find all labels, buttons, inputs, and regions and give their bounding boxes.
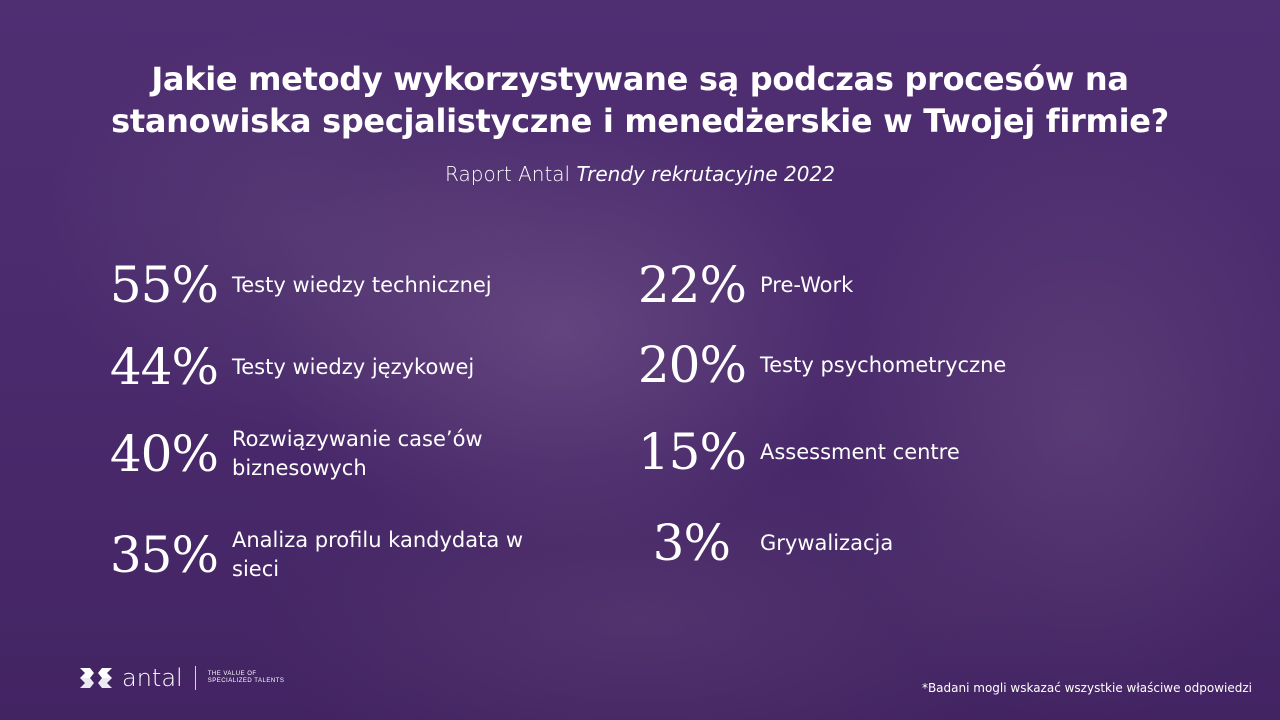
stat-label: Testy wiedzy językowej xyxy=(232,354,475,379)
logo-wordmark: antal xyxy=(122,664,183,692)
stat-label: Grywalizacja xyxy=(760,530,894,555)
stat-label: Analiza profilu kandydata w sieci xyxy=(232,528,524,581)
subtitle-italic: Trendy rekrutacyjne 2022 xyxy=(576,162,835,186)
antal-mark-icon xyxy=(80,668,112,688)
stat-value: 20% xyxy=(637,336,747,394)
stat-value: 15% xyxy=(637,423,747,481)
subtitle-plain: Raport Antal xyxy=(445,162,577,186)
logo-tagline: THE VALUE OF SPECIALIZED TALENTS xyxy=(208,671,285,685)
stat-item: 55% Testy wiedzy technicznej xyxy=(98,256,542,314)
stat-item: 15% Assessment centre xyxy=(626,423,1070,481)
tagline-1: THE VALUE OF xyxy=(207,671,257,677)
stat-label: Testy psychometryczne xyxy=(760,352,1007,377)
logo-divider xyxy=(194,666,196,690)
antal-logo: antal THE VALUE OF SPECIALIZED TALENTS xyxy=(80,664,284,692)
stat-value: 3% xyxy=(652,514,731,572)
stat-value: 44% xyxy=(109,338,219,396)
stat-value: 22% xyxy=(637,256,747,314)
stat-label: Rozwiązywanie case’ów biznesowych xyxy=(232,427,483,480)
stat-item: 44% Testy wiedzy językowej xyxy=(98,338,542,396)
stat-item: 3% Grywalizacja xyxy=(610,514,1070,572)
stat-item: 20% Testy psychometryczne xyxy=(626,336,1070,394)
stat-label: Testy wiedzy technicznej xyxy=(232,272,492,297)
title-line-2: stanowiska specjalistyczne i menedżerski… xyxy=(111,102,1169,140)
footnote: *Badani mogli wskazać wszystkie właściwe… xyxy=(921,681,1252,695)
tagline-2: SPECIALIZED TALENTS xyxy=(207,678,285,684)
stat-value: 35% xyxy=(109,526,219,584)
stat-item: 40% Rozwiązywanie case’ów biznesowych xyxy=(98,425,532,483)
stat-value: 40% xyxy=(109,425,219,483)
title-line-1: Jakie metody wykorzystywane są podczas p… xyxy=(151,60,1129,98)
subtitle: Raport Antal Trendy rekrutacyjne 2022 xyxy=(0,162,1280,186)
stat-item: 35% Analiza profilu kandydata w sieci xyxy=(98,526,532,584)
stat-label: Assessment centre xyxy=(760,439,960,464)
page-title: Jakie metody wykorzystywane są podczas p… xyxy=(0,58,1280,142)
stat-item: 22% Pre-Work xyxy=(626,256,1070,314)
stat-value: 55% xyxy=(109,256,219,314)
stat-label: Pre-Work xyxy=(760,272,854,297)
